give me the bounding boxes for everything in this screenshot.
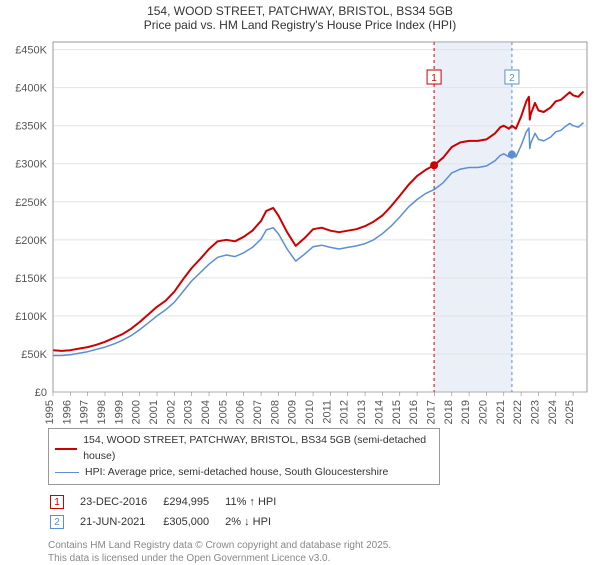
- svg-text:2020: 2020: [477, 400, 489, 424]
- price-chart-svg: £0 £50K £100K £150K £200K £250K £300K £350K £400…: [5, 34, 595, 424]
- marker-row-1: 1 23-DEC-2016 £294,995 11% ↑ HPI: [50, 493, 290, 511]
- marker-delta-2: 2% ↓ HPI: [225, 513, 290, 531]
- legend-label-price: 154, WOOD STREET, PATCHWAY, BRISTOL, BS3…: [83, 433, 433, 465]
- marker-date-2: 21-JUN-2021: [80, 513, 161, 531]
- legend-swatch-price: [55, 448, 77, 450]
- svg-text:2014: 2014: [373, 400, 385, 424]
- svg-text:2003: 2003: [183, 400, 195, 424]
- svg-text:1: 1: [431, 73, 437, 84]
- marker-table: 1 23-DEC-2016 £294,995 11% ↑ HPI 2 21-JU…: [48, 491, 292, 533]
- svg-text:2001: 2001: [148, 400, 160, 424]
- footer-line-2: This data is licensed under the Open Gov…: [48, 552, 600, 565]
- svg-text:£0: £0: [35, 387, 47, 399]
- svg-text:2: 2: [509, 73, 515, 84]
- marker-delta-1: 11% ↑ HPI: [225, 493, 290, 511]
- svg-text:£250K: £250K: [15, 197, 47, 209]
- title-line-2: Price paid vs. HM Land Registry's House …: [0, 18, 600, 32]
- legend-swatch-hpi: [55, 472, 79, 473]
- attribution-footer: Contains HM Land Registry data © Crown c…: [48, 539, 600, 565]
- marker-date-1: 23-DEC-2016: [80, 493, 161, 511]
- legend-row-price: 154, WOOD STREET, PATCHWAY, BRISTOL, BS3…: [55, 433, 433, 465]
- svg-text:2006: 2006: [235, 400, 247, 424]
- legend-row-hpi: HPI: Average price, semi-detached house,…: [55, 465, 433, 481]
- svg-text:2016: 2016: [408, 400, 420, 424]
- svg-text:2008: 2008: [269, 400, 281, 424]
- svg-text:2017: 2017: [425, 400, 437, 424]
- svg-text:2000: 2000: [131, 400, 143, 424]
- svg-text:2007: 2007: [252, 400, 264, 424]
- svg-text:1999: 1999: [113, 400, 125, 424]
- chart-title: 154, WOOD STREET, PATCHWAY, BRISTOL, BS3…: [0, 0, 600, 34]
- marker-row-2: 2 21-JUN-2021 £305,000 2% ↓ HPI: [50, 513, 290, 531]
- svg-text:2019: 2019: [460, 400, 472, 424]
- marker-badge-2: 2: [50, 515, 64, 529]
- marker-price-1: £294,995: [163, 493, 223, 511]
- svg-text:2010: 2010: [304, 400, 316, 424]
- svg-text:2015: 2015: [391, 400, 403, 424]
- svg-text:2002: 2002: [165, 400, 177, 424]
- svg-text:2018: 2018: [443, 400, 455, 424]
- legend: 154, WOOD STREET, PATCHWAY, BRISTOL, BS3…: [48, 428, 440, 485]
- svg-text:£450K: £450K: [15, 45, 47, 57]
- svg-text:£100K: £100K: [15, 311, 47, 323]
- legend-label-hpi: HPI: Average price, semi-detached house,…: [85, 465, 388, 481]
- svg-text:2022: 2022: [512, 400, 524, 424]
- svg-text:2023: 2023: [529, 400, 541, 424]
- marker-price-2: £305,000: [163, 513, 223, 531]
- svg-text:2025: 2025: [564, 400, 576, 424]
- svg-text:2009: 2009: [287, 400, 299, 424]
- svg-text:2013: 2013: [356, 400, 368, 424]
- svg-text:2024: 2024: [547, 400, 559, 424]
- svg-text:2005: 2005: [217, 400, 229, 424]
- svg-text:£50K: £50K: [21, 349, 47, 361]
- svg-text:1997: 1997: [79, 400, 91, 424]
- svg-text:1995: 1995: [44, 400, 56, 424]
- marker-badge-1: 1: [50, 495, 64, 509]
- svg-text:2021: 2021: [495, 400, 507, 424]
- svg-text:£150K: £150K: [15, 273, 47, 285]
- title-line-1: 154, WOOD STREET, PATCHWAY, BRISTOL, BS3…: [0, 4, 600, 18]
- svg-text:1996: 1996: [61, 400, 73, 424]
- svg-text:£200K: £200K: [15, 235, 47, 247]
- svg-text:£300K: £300K: [15, 159, 47, 171]
- footer-line-1: Contains HM Land Registry data © Crown c…: [48, 539, 600, 552]
- svg-text:1998: 1998: [96, 400, 108, 424]
- svg-text:£350K: £350K: [15, 121, 47, 133]
- svg-text:£400K: £400K: [15, 83, 47, 95]
- svg-text:2012: 2012: [339, 400, 351, 424]
- chart-area: £0 £50K £100K £150K £200K £250K £300K £350K £400…: [5, 34, 595, 424]
- svg-text:2004: 2004: [200, 400, 212, 424]
- svg-text:2011: 2011: [321, 400, 333, 424]
